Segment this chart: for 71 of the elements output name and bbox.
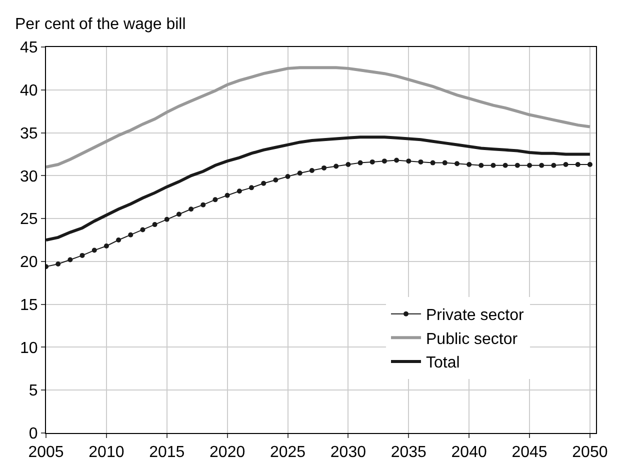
point [285,174,290,180]
point [346,162,351,168]
point [261,180,266,186]
point [224,192,230,198]
point [104,244,109,248]
x-tick-label: 2005 [28,444,64,462]
legend-label: Private sector [426,307,524,324]
y-tick-label: 45 [20,40,38,57]
line-series [46,136,592,242]
point [200,202,206,208]
point [587,162,592,168]
y-tick-label: 15 [20,296,38,314]
x-tick-label: 2035 [390,444,427,462]
y-tick-label: 0 [28,426,38,443]
point [92,248,97,253]
point [551,162,556,168]
point [466,162,472,168]
point [527,162,532,168]
x-tick-label: 2010 [88,444,124,462]
point [454,161,460,166]
point [128,232,134,238]
x-tick-label: 2015 [149,444,185,462]
line-series [46,66,592,169]
point [478,162,484,168]
y-axis-title: Per cent of the wage bill [15,16,186,33]
point [248,185,254,190]
x-tick-label: 2025 [270,444,306,462]
point [430,160,436,166]
x-tick-label: 2020 [210,444,246,462]
point [394,158,400,163]
point [539,162,544,168]
point [322,165,327,170]
legend-label: Total [426,354,460,372]
y-tick-label: 35 [20,125,38,142]
point [382,158,387,164]
legend-label: Public sector [426,330,518,348]
y-tick-label: 25 [20,211,38,228]
point [358,160,363,166]
point [334,164,339,169]
y-tick-label: 40 [20,82,38,100]
y-tick-label: 5 [28,382,38,400]
point [236,188,242,194]
y-tick-label: 20 [20,254,38,272]
point [152,222,158,228]
point [80,252,85,258]
x-tick-label: 2050 [572,444,608,462]
point [188,206,194,212]
point [140,227,146,232]
point [442,160,448,166]
point [563,162,568,168]
y-tick-label: 10 [20,340,38,357]
x-tick-label: 2045 [512,444,548,462]
point [297,170,302,176]
point [309,168,314,174]
x-tick-label: 2030 [330,444,366,462]
point [575,162,580,168]
point [116,238,122,242]
point [176,212,182,217]
point [56,262,61,267]
point [406,158,412,164]
point [490,162,496,168]
point [514,162,520,168]
point [212,197,218,202]
point [273,177,278,182]
point [418,159,424,164]
point [502,162,508,168]
point [370,159,375,164]
point [164,216,170,222]
x-tick-label: 2040 [451,444,487,462]
point [68,257,73,262]
y-tick-label: 30 [20,168,38,186]
